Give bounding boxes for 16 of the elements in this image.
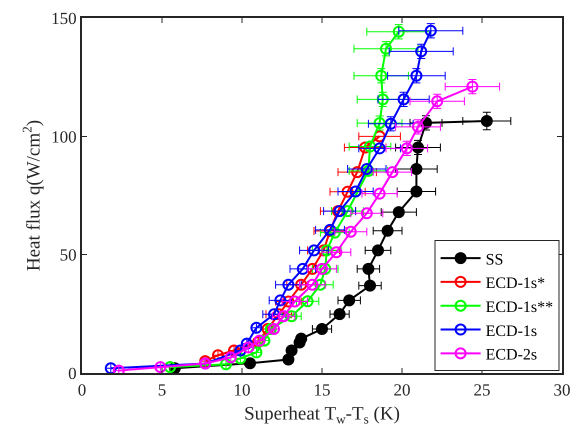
legend-label: SS xyxy=(486,251,504,268)
legend-label: ECD-1s** xyxy=(486,298,554,316)
x-tick-label: 15 xyxy=(314,380,330,400)
y-tick-label: 0 xyxy=(68,364,77,383)
y-tick-label: 100 xyxy=(51,127,77,146)
x-tick-label: 20 xyxy=(394,380,410,400)
x-tick-label: 10 xyxy=(234,380,250,400)
x-tick-label: 5 xyxy=(158,380,166,400)
y-tick-label: 50 xyxy=(60,246,77,265)
legend-label: ECD-1s* xyxy=(486,275,546,292)
x-tick-label: 30 xyxy=(554,380,570,400)
legend-label: ECD-1s xyxy=(486,322,538,340)
x-tick-label: 25 xyxy=(474,380,490,400)
x-axis-title: Superheat T$_{w}$-T$_{s}$ (K) xyxy=(244,404,400,427)
legend-label: ECD-2s xyxy=(486,346,538,364)
y-tick-label: 150 xyxy=(51,8,77,28)
